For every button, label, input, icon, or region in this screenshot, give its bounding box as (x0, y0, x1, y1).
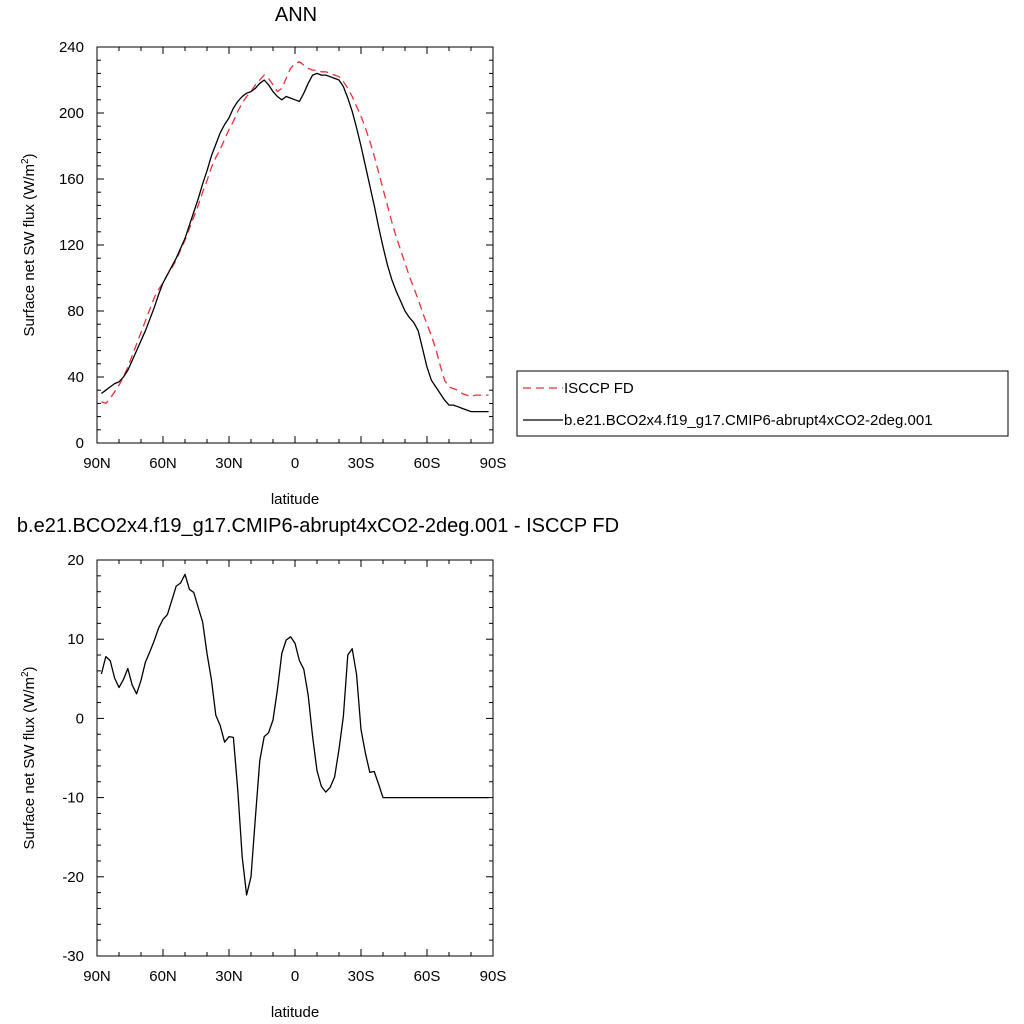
bottom-x-tick-label: 60N (149, 968, 177, 985)
bottom-x-tick-label: 30N (215, 968, 243, 985)
bottom-chart-ylabel-sup: 2 (20, 671, 31, 677)
top-y-tick-label: 40 (67, 369, 84, 386)
top-y-tick-label: 120 (59, 237, 84, 254)
bottom-y-tick-label: 20 (67, 552, 84, 569)
top-x-tick-label: 30N (215, 455, 243, 472)
top-y-tick-label: 240 (59, 39, 84, 56)
top-x-tick-label: 60S (414, 455, 441, 472)
bottom-x-tick-label: 90N (83, 968, 111, 985)
top-y-tick-label: 160 (59, 171, 84, 188)
top-series-line-0 (101, 61, 489, 405)
legend-label-model: b.e21.BCO2x4.f19_g17.CMIP6-abrupt4xCO2-2… (564, 412, 933, 429)
legend-label-isccp: ISCCP FD (564, 380, 634, 397)
top-chart-ylabel: Surface net SW flux (W/m2) (20, 153, 38, 336)
top-y-tick-label: 80 (67, 303, 84, 320)
top-x-tick-label: 90N (83, 455, 111, 472)
bottom-y-tick-label: 0 (76, 710, 84, 727)
top-chart-ticks: 90N 60N 30N 0 30S 60S 90S 0 40 80 120 160 200 240 (59, 39, 506, 472)
legend-box (516, 370, 1009, 437)
bottom-x-tick-label: 90S (480, 968, 507, 985)
bottom-y-tick-label: -10 (62, 790, 84, 807)
top-x-tick-label: 90S (480, 455, 507, 472)
bottom-chart-series (100, 573, 489, 896)
bottom-chart-panel: b.e21.BCO2x4.f19_g17.CMIP6-abrupt4xCO2-2… (17, 515, 619, 1021)
bottom-series-line-0 (100, 573, 489, 896)
bottom-chart-xlabel: latitude (271, 1004, 319, 1021)
top-x-tick-label: 30S (348, 455, 375, 472)
bottom-chart-ticks: 90N 60N 30N 0 30S 60S 90S -30 -20 -10 0 10 20 (62, 552, 506, 985)
bottom-x-tick-label: 30S (348, 968, 375, 985)
top-y-tick-label: 0 (76, 435, 84, 452)
top-chart-series (101, 61, 489, 413)
bottom-y-tick-label: -20 (62, 869, 84, 886)
bottom-chart-frame (96, 559, 494, 957)
bottom-chart-title: b.e21.BCO2x4.f19_g17.CMIP6-abrupt4xCO2-2… (17, 515, 619, 537)
top-y-tick-label: 200 (59, 105, 84, 122)
bottom-y-tick-label: 10 (67, 631, 84, 648)
top-chart-xlabel: latitude (271, 491, 319, 508)
top-chart-ylabel-sup: 2 (20, 158, 31, 164)
bottom-y-tick-label: -30 (62, 948, 84, 965)
top-x-tick-label: 0 (291, 455, 299, 472)
top-chart-panel: ANN 90N 60N 30N 0 30S 60S 90S 0 40 80 120 160 200 240… (20, 4, 506, 508)
bottom-x-tick-label: 60S (414, 968, 441, 985)
bottom-x-tick-label: 0 (291, 968, 299, 985)
top-chart-title: ANN (275, 4, 317, 26)
bottom-chart-ylabel: Surface net SW flux (W/m2) (20, 666, 38, 849)
top-series-line-1 (101, 72, 489, 413)
top-x-tick-label: 60N (149, 455, 177, 472)
legend: ISCCP FD b.e21.BCO2x4.f19_g17.CMIP6-abru… (516, 370, 1009, 437)
